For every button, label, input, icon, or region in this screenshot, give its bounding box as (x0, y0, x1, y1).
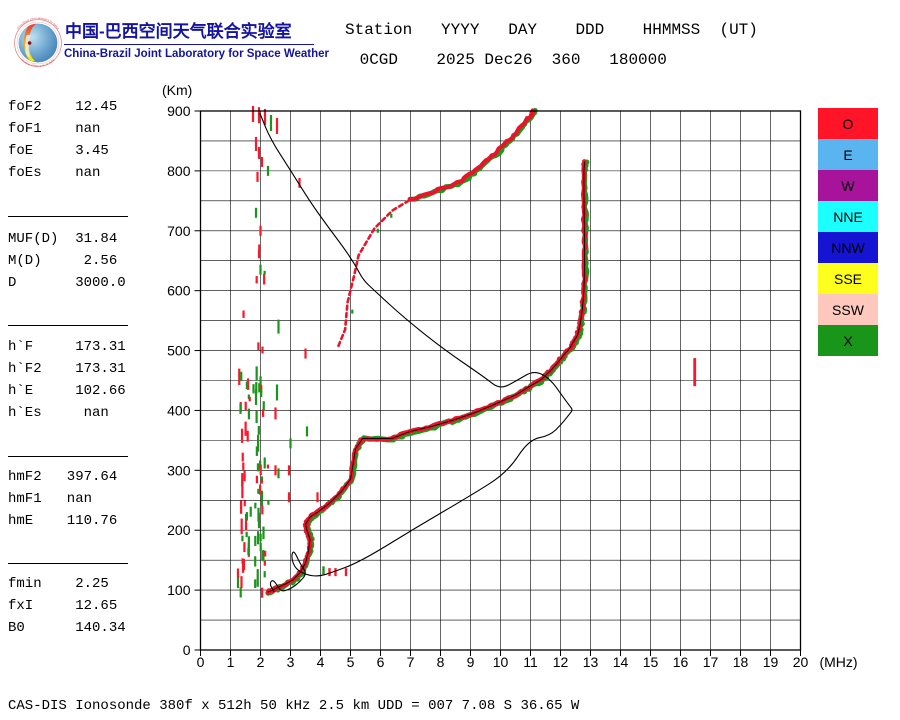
svg-text:12: 12 (553, 654, 569, 670)
svg-text:5: 5 (347, 654, 355, 670)
svg-text:16: 16 (673, 654, 689, 670)
svg-text:300: 300 (167, 462, 191, 478)
svg-text:200: 200 (167, 522, 191, 538)
svg-text:15: 15 (643, 654, 659, 670)
svg-text:900: 900 (167, 103, 191, 119)
svg-text:3: 3 (287, 654, 295, 670)
svg-text:6: 6 (377, 654, 385, 670)
svg-text:7: 7 (407, 654, 415, 670)
svg-text:600: 600 (167, 283, 191, 299)
svg-text:0: 0 (183, 642, 191, 658)
svg-text:2: 2 (257, 654, 265, 670)
svg-text:10: 10 (493, 654, 509, 670)
svg-text:13: 13 (583, 654, 599, 670)
svg-text:(MHz): (MHz) (819, 654, 857, 670)
svg-text:14: 14 (613, 654, 629, 670)
svg-text:17: 17 (703, 654, 719, 670)
svg-text:19: 19 (763, 654, 779, 670)
svg-text:700: 700 (167, 223, 191, 239)
svg-text:4: 4 (317, 654, 325, 670)
svg-text:20: 20 (793, 654, 809, 670)
svg-text:500: 500 (167, 343, 191, 359)
svg-text:400: 400 (167, 402, 191, 418)
svg-text:100: 100 (167, 582, 191, 598)
svg-text:800: 800 (167, 163, 191, 179)
svg-text:8: 8 (437, 654, 445, 670)
svg-text:18: 18 (733, 654, 749, 670)
svg-text:9: 9 (467, 654, 475, 670)
svg-text:1: 1 (227, 654, 235, 670)
svg-text:0: 0 (197, 654, 205, 670)
svg-text:11: 11 (523, 654, 538, 670)
